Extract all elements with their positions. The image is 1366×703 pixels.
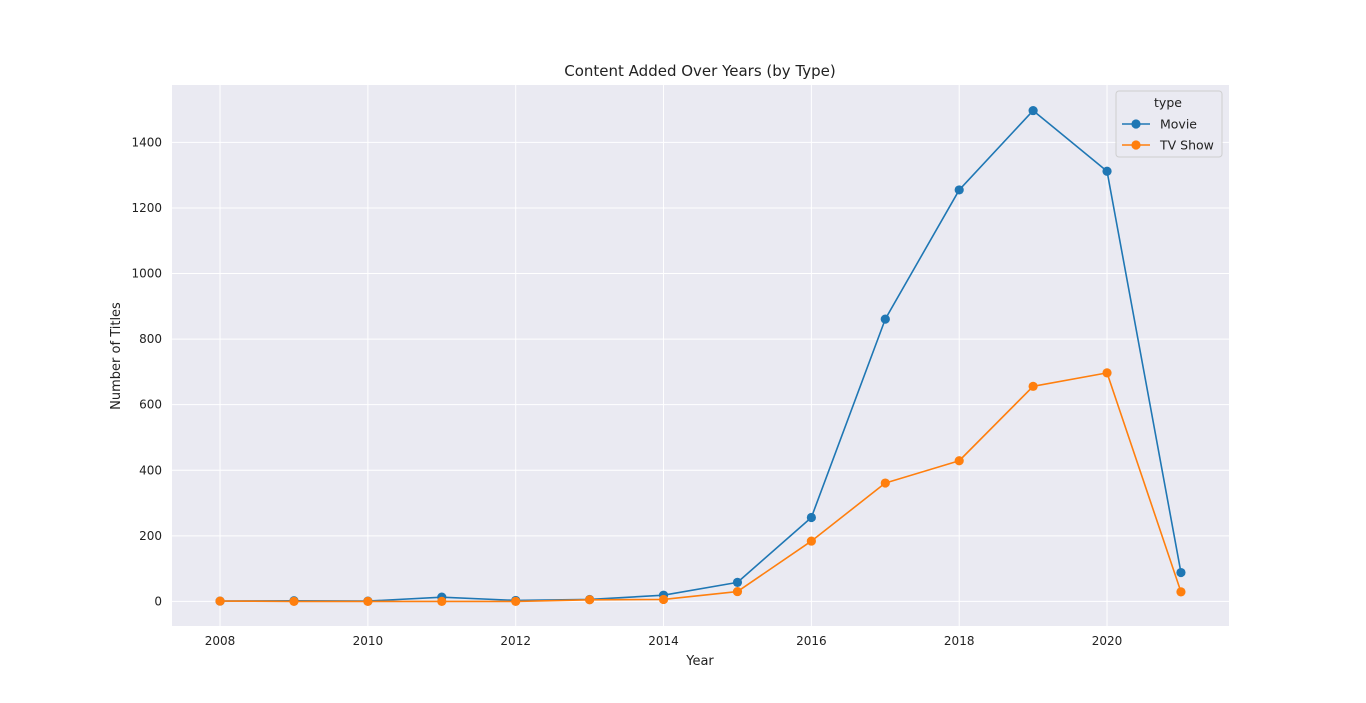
y-tick-label: 1400 <box>131 135 162 149</box>
data-point-tv-show <box>954 456 964 466</box>
data-point-movie <box>732 577 743 587</box>
data-point-tv-show <box>658 594 669 605</box>
y-tick-label: 1200 <box>131 201 162 215</box>
x-tick-label: 2014 <box>648 634 679 648</box>
data-point-movie <box>1176 567 1186 578</box>
series-tv-show <box>215 368 1186 607</box>
x-tick-label: 2008 <box>205 634 236 648</box>
x-axis-label: Year <box>685 654 714 669</box>
data-point-tv-show <box>289 596 299 607</box>
legend-title: type <box>1154 95 1182 110</box>
y-tick-label: 200 <box>139 529 162 543</box>
data-point-movie <box>806 512 816 523</box>
y-axis-label: Number of Titles <box>109 302 124 410</box>
data-point-movie <box>880 314 890 324</box>
legend-box <box>1115 90 1223 158</box>
y-tick-label: 1000 <box>131 267 162 281</box>
data-point-tv-show <box>437 596 447 607</box>
grid-lines <box>172 85 1229 626</box>
data-point-tv-show <box>585 595 595 605</box>
data-point-movie <box>1028 105 1038 116</box>
data-point-movie <box>954 185 964 195</box>
data-point-tv-show <box>215 596 225 606</box>
data-point-tv-show <box>732 586 743 597</box>
x-axis-ticks: 2008 2010 2012 2014 2016 2018 2020 <box>205 634 1123 648</box>
y-tick-label: 400 <box>139 463 162 477</box>
data-point-movie <box>1102 166 1112 176</box>
data-point-tv-show <box>1176 587 1186 597</box>
y-tick-label: 800 <box>139 332 162 346</box>
series-layer <box>215 105 1186 607</box>
data-point-tv-show <box>806 536 816 546</box>
legend: type Movie TV Show <box>1115 90 1223 158</box>
chart-title: Content Added Over Years (by Type) <box>564 62 836 80</box>
data-point-tv-show <box>1102 368 1112 378</box>
x-tick-label: 2016 <box>796 634 827 648</box>
x-tick-label: 2020 <box>1092 634 1123 648</box>
x-tick-label: 2018 <box>944 634 975 648</box>
data-point-tv-show <box>363 596 373 607</box>
legend-label-tv-show: TV Show <box>1159 138 1214 153</box>
legend-label-movie: Movie <box>1160 117 1197 132</box>
y-tick-label: 0 <box>154 594 162 608</box>
y-tick-label: 600 <box>139 398 162 412</box>
series-line-tv-show <box>220 372 1182 603</box>
data-point-tv-show <box>1028 381 1038 391</box>
x-tick-label: 2010 <box>353 634 384 648</box>
y-axis-ticks: 0 200 400 600 800 1000 1200 1400 <box>131 135 162 608</box>
x-tick-label: 2012 <box>500 634 531 648</box>
data-point-tv-show <box>880 478 890 488</box>
data-point-tv-show <box>511 596 521 607</box>
legend-swatch-marker-tv-show <box>1131 140 1141 150</box>
series-line-movie <box>220 109 1182 602</box>
legend-swatch-marker-movie <box>1131 119 1141 129</box>
plot-background <box>172 85 1229 626</box>
